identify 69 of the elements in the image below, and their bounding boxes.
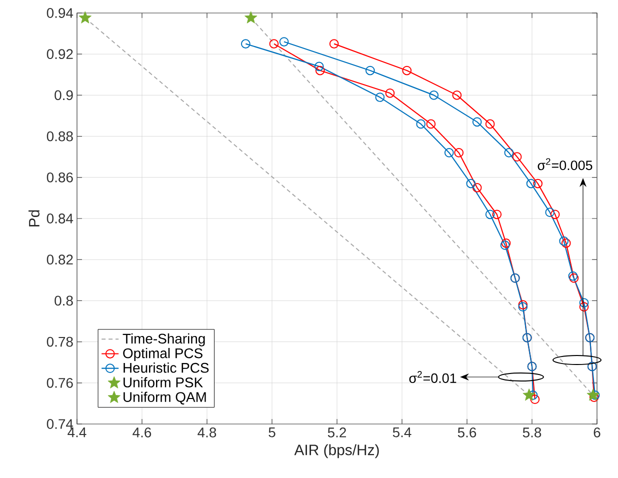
y-tick-label: 0.88 — [46, 131, 73, 142]
point — [530, 394, 540, 404]
x-tick-label: 4.4 — [68, 428, 86, 438]
point — [526, 178, 536, 188]
legend-label: Uniform QAM — [124, 392, 206, 404]
point — [518, 302, 528, 312]
legend-label: Time-Sharing — [122, 333, 205, 346]
point — [269, 39, 279, 49]
point — [78, 11, 92, 24]
x-tick-label: 5 — [268, 428, 276, 438]
point — [240, 39, 250, 49]
point — [314, 62, 324, 72]
point — [504, 148, 514, 158]
point — [279, 37, 289, 46]
y-tick-label: 0.78 — [46, 336, 73, 347]
y-tick-label: 0.86 — [46, 172, 73, 182]
x-tick-label: 5.6 — [458, 428, 476, 438]
annotation: σ$^{2}$=0.01 — [409, 371, 456, 383]
point — [485, 210, 495, 220]
point — [426, 119, 436, 129]
y-tick-label: 0.82 — [46, 254, 73, 265]
annotation: σ$^{2}$=0.005 — [538, 158, 592, 170]
point — [522, 388, 536, 401]
point — [375, 92, 385, 102]
y-tick-label: 0.8 — [54, 296, 73, 306]
y-tick-label: 0.76 — [46, 378, 73, 388]
legend-label: Optimal PCS — [123, 348, 202, 361]
x-tick-label: 5.2 — [328, 428, 346, 438]
point — [512, 152, 522, 162]
point — [452, 90, 462, 100]
x-tick-label: 4.6 — [132, 428, 152, 438]
y-tick-label: 0.84 — [46, 214, 74, 224]
point — [454, 148, 464, 158]
point — [472, 182, 482, 192]
point — [485, 119, 495, 129]
y-axis-title: Pd — [28, 210, 40, 226]
point — [429, 90, 439, 100]
legend-label: Heuristic PCS — [124, 362, 209, 373]
point — [416, 119, 426, 129]
point — [402, 66, 412, 76]
x-axis-title: AIR (bps/Hz) — [294, 444, 379, 458]
point — [545, 208, 555, 218]
point — [492, 210, 502, 220]
point — [518, 300, 528, 310]
point — [315, 66, 325, 76]
x-tick-label: 5.4 — [392, 428, 412, 438]
point — [579, 302, 589, 312]
point — [550, 210, 560, 220]
point — [444, 148, 454, 158]
x-tick-label: 6 — [594, 428, 600, 438]
x-tick-label: 4.8 — [198, 428, 216, 438]
point — [586, 388, 600, 401]
point — [329, 39, 339, 49]
legend-label: Uniform PSK — [124, 377, 203, 388]
point — [500, 240, 510, 250]
point — [244, 11, 258, 24]
y-tick-label: 0.94 — [46, 8, 74, 18]
y-tick-label: 0.9 — [54, 90, 73, 100]
point — [385, 88, 395, 98]
y-tick-label: 0.92 — [46, 49, 73, 60]
point — [466, 178, 476, 188]
point — [365, 66, 375, 76]
point — [472, 117, 482, 127]
point — [501, 238, 511, 248]
point — [579, 298, 589, 308]
x-tick-label: 5.8 — [522, 428, 542, 438]
y-tick-label: 0.74 — [46, 419, 74, 429]
point — [533, 178, 543, 188]
point — [528, 390, 538, 400]
